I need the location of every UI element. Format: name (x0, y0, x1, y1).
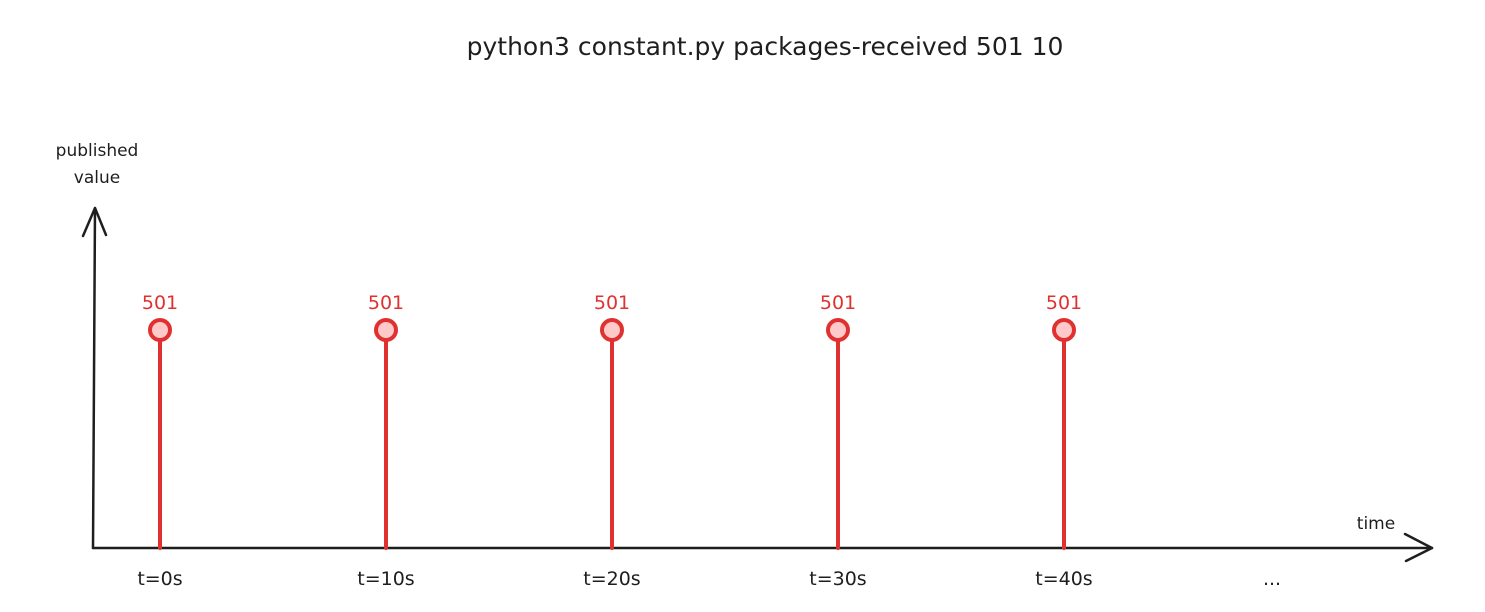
x-tick-label-0: t=0s (137, 568, 182, 590)
stem-marker-2 (600, 318, 624, 342)
data-label-0: 501 (142, 292, 178, 314)
x-axis-label: time (1357, 514, 1395, 534)
x-tick-label-3: t=30s (809, 568, 866, 590)
x-tick-label-5: ... (1263, 568, 1281, 590)
stem-marker-0 (148, 318, 172, 342)
data-label-4: 501 (1046, 292, 1082, 314)
y-axis-label-line-1: published (56, 141, 139, 161)
data-label-1: 501 (368, 292, 404, 314)
stem-marker-4 (1052, 318, 1076, 342)
stem-marker-3 (826, 318, 850, 342)
data-label-3: 501 (820, 292, 856, 314)
x-tick-label-1: t=10s (357, 568, 414, 590)
data-label-2: 501 (594, 292, 630, 314)
stem-marker-1 (374, 318, 398, 342)
chart-title: python3 constant.py packages-received 50… (467, 32, 1064, 61)
y-axis (91, 206, 97, 550)
x-tick-label-2: t=20s (583, 568, 640, 590)
stem-series: 501 501 501 501 501 (142, 292, 1082, 550)
y-axis-label-line-2: value (74, 168, 120, 188)
y-axis-arrowhead (81, 206, 108, 238)
x-tick-labels: t=0s t=10s t=20s t=30s t=40s... (137, 568, 1281, 590)
x-tick-label-4: t=40s (1035, 568, 1092, 590)
x-axis-arrowhead (1403, 532, 1434, 563)
